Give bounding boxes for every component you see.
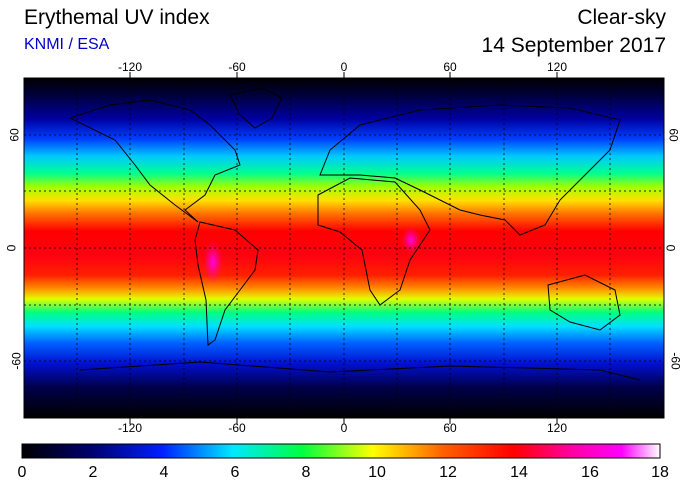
colorbar	[21, 443, 661, 459]
lon-tick-top: 120	[546, 60, 568, 74]
lat-tick-left: 60	[7, 128, 22, 142]
axis-ticks	[129, 72, 558, 424]
lon-tick-top: -120	[117, 60, 143, 74]
colorbar-tick: 12	[439, 464, 457, 481]
colorbar-tick: 6	[230, 464, 240, 481]
map-source: KNMI / ESA	[24, 36, 110, 53]
colorbar-tick: 18	[651, 464, 669, 481]
lon-tick-top: 60	[443, 60, 457, 74]
lat-tick-right: -60	[668, 352, 683, 370]
sky-condition: Clear-sky	[577, 6, 666, 29]
andes-hotspot	[203, 240, 223, 284]
coastline-antarctica	[79, 361, 641, 381]
lat-tick-right: 60	[666, 128, 681, 142]
coastline-south-america	[194, 221, 259, 346]
lon-tick-bottom: 0	[340, 421, 348, 435]
lon-tick-top: 0	[340, 60, 348, 74]
lon-tick-bottom: 120	[546, 421, 568, 435]
lon-tick-bottom: -60	[228, 421, 246, 435]
map-title: Erythemal UV index	[24, 6, 210, 29]
coastline-africa	[317, 177, 431, 306]
graticule	[24, 78, 664, 418]
east-africa-hotspot	[401, 226, 421, 254]
colorbar-tick: 8	[301, 464, 311, 481]
colorbar-tick: 10	[368, 464, 386, 481]
colorbar-tick: 14	[510, 464, 528, 481]
colorbar-tick: 4	[159, 464, 169, 481]
lon-tick-bottom: 60	[443, 421, 457, 435]
lon-tick-bottom: -120	[117, 421, 143, 435]
coastline-eurasia	[319, 104, 621, 236]
lat-tick-left: -60	[9, 352, 24, 370]
colorbar-tick: 16	[581, 464, 599, 481]
coastline-north-america	[68, 99, 241, 223]
lon-tick-top: -60	[228, 60, 246, 74]
colorbar-tick: 2	[88, 464, 98, 481]
map-date: 14 September 2017	[481, 34, 666, 57]
lat-tick-right: 0	[663, 244, 678, 252]
coastline-australia	[547, 274, 621, 331]
coastline-greenland	[229, 87, 283, 129]
colorbar-tick: 0	[17, 464, 27, 481]
coastlines	[68, 87, 641, 381]
lat-tick-left: 0	[4, 244, 19, 252]
map-frame	[23, 77, 665, 419]
